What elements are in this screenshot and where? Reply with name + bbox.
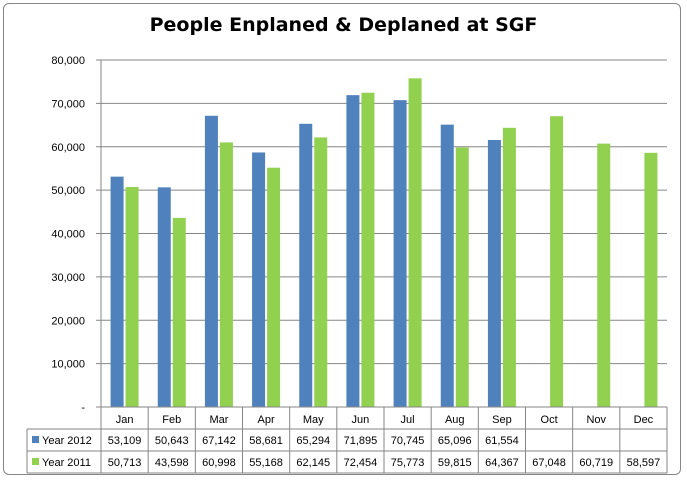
data-table-value: 58,597	[627, 457, 661, 469]
y-tick-label: -	[81, 402, 85, 414]
data-table-value: 65,294	[296, 435, 330, 447]
x-category-label: Oct	[541, 414, 558, 426]
y-tick-label: 30,000	[51, 272, 85, 284]
data-table-value: 50,643	[155, 435, 189, 447]
bar-year-2011	[314, 137, 328, 408]
x-category-label: Aug	[445, 414, 465, 426]
x-category-label: Jul	[401, 414, 415, 426]
bar-year-2011	[219, 142, 233, 407]
x-category-label: Jun	[352, 414, 370, 426]
x-category-label: Apr	[258, 414, 275, 426]
y-tick-label: 80,000	[51, 55, 85, 67]
data-table-value: 72,454	[344, 457, 378, 469]
data-table-value: 62,145	[296, 457, 330, 469]
data-table-value: 61,554	[485, 435, 519, 447]
bar-year-2012	[204, 115, 218, 407]
bar-year-2012	[346, 95, 360, 407]
bar-year-2012	[157, 187, 171, 407]
data-table-value: 64,367	[485, 457, 519, 469]
bar-year-2012	[110, 176, 124, 407]
data-table-value: 65,096	[438, 435, 472, 447]
data-table-value: 43,598	[155, 457, 189, 469]
y-tick-label: 40,000	[51, 229, 85, 241]
chart-title: People Enplaned & Deplaned at SGF	[149, 14, 538, 36]
data-table-value: 60,719	[579, 457, 613, 469]
bar-year-2012	[299, 123, 313, 407]
bar-year-2011	[502, 127, 516, 407]
bar-year-2011	[644, 152, 658, 407]
bar-year-2012	[252, 152, 266, 407]
bar-year-2011	[125, 187, 139, 407]
y-tick-label: 70,000	[51, 98, 85, 110]
bar-year-2012	[440, 124, 454, 407]
bar-year-2012	[393, 100, 407, 408]
y-tick-label: 20,000	[51, 315, 85, 327]
data-table-value: 50,713	[108, 457, 142, 469]
x-category-label: Mar	[209, 414, 228, 426]
data-table-value: 67,142	[202, 435, 236, 447]
bar-year-2011	[408, 78, 422, 408]
data-table-value: 67,048	[532, 457, 566, 469]
bar-year-2011	[361, 92, 375, 407]
x-category-label: May	[303, 414, 324, 426]
data-table-value: 60,998	[202, 457, 236, 469]
legend-key-year-2012	[32, 436, 39, 443]
y-tick-label: 50,000	[51, 185, 85, 197]
data-table-value: 55,168	[249, 457, 283, 469]
data-table-value: 53,109	[108, 435, 142, 447]
bar-year-2012	[487, 140, 501, 407]
x-category-label: Nov	[586, 414, 606, 426]
bar-year-2011	[550, 116, 564, 408]
data-table-value: 71,895	[344, 435, 378, 447]
bar-year-2011	[172, 217, 186, 407]
x-category-label: Jan	[116, 414, 134, 426]
data-table-value: 75,773	[391, 457, 425, 469]
data-table-value: 59,815	[438, 457, 472, 469]
x-category-label: Feb	[162, 414, 181, 426]
bar-year-2011	[455, 147, 469, 408]
legend-label: Year 2011	[42, 457, 91, 469]
y-tick-label: 60,000	[51, 142, 85, 154]
legend-key-year-2011	[32, 458, 39, 465]
data-table-value: 58,681	[249, 435, 283, 447]
x-category-label: Sep	[492, 414, 512, 426]
bar-year-2011	[597, 143, 611, 407]
data-table-value: 70,745	[391, 435, 425, 447]
x-category-label: Dec	[634, 414, 654, 426]
bar-year-2011	[267, 167, 281, 407]
legend-label: Year 2012	[42, 435, 92, 447]
y-tick-label: 10,000	[51, 359, 85, 371]
